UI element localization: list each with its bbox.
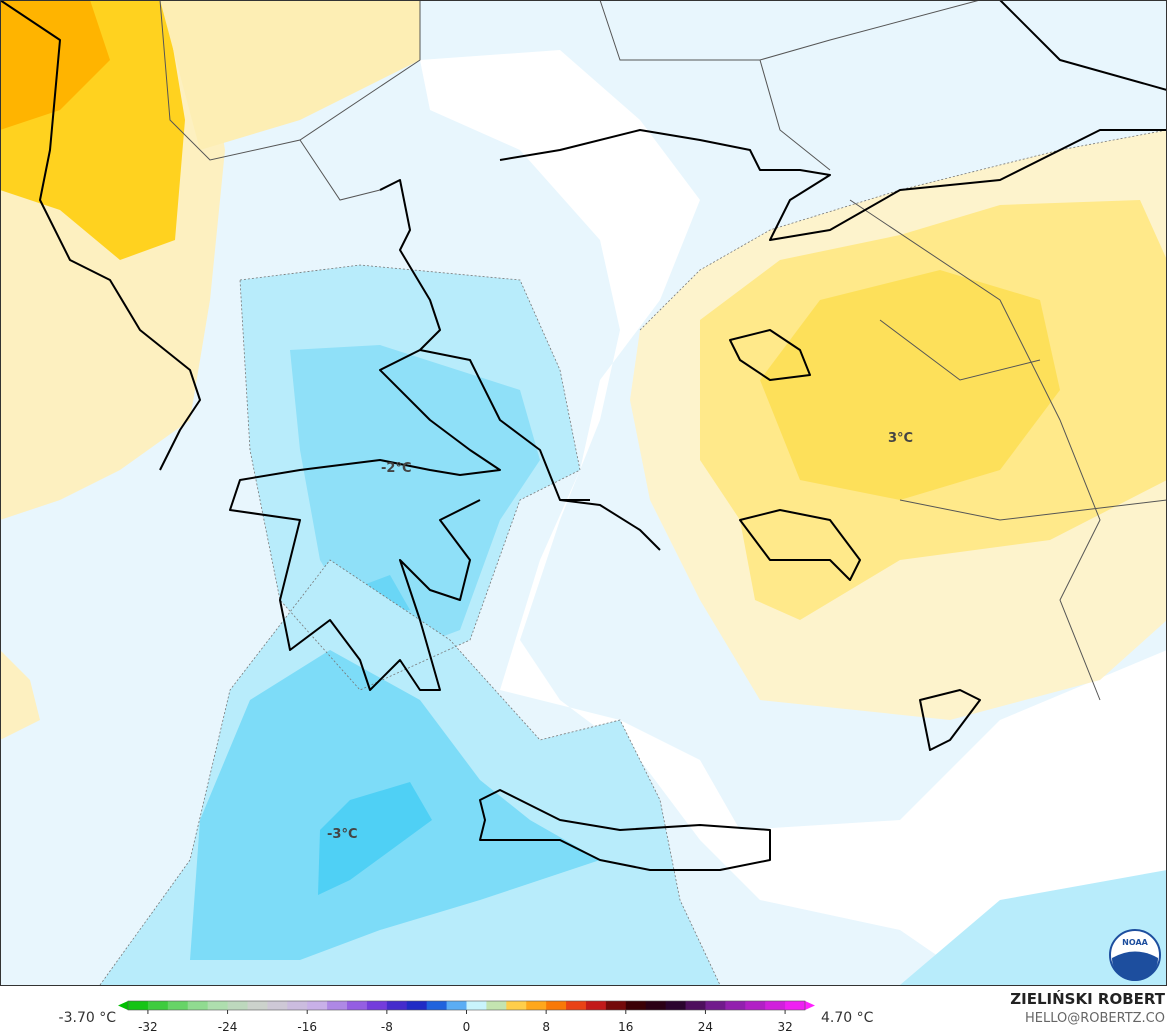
- field-west-yellow-low: [0, 650, 40, 740]
- colorbar-swatch: [685, 1001, 706, 1010]
- colorbar-swatch: [128, 1001, 149, 1010]
- field-yellow-strong: [760, 270, 1060, 500]
- contour-line: [639, 129, 1167, 331]
- colorbar-swatch: [406, 1001, 428, 1010]
- colorbar-swatch: [167, 1001, 189, 1010]
- colorbar-swatch: [207, 1001, 229, 1010]
- field-south-cyan-deep: [318, 782, 432, 895]
- colorbar-swatch: [267, 1001, 288, 1010]
- contour-line: [99, 559, 721, 986]
- colorbar-min-arrow: [118, 1001, 128, 1010]
- colorbar-swatch: [386, 1001, 408, 1010]
- colorbar-swatch: [506, 1001, 527, 1010]
- contour-label: -2°C: [381, 461, 411, 476]
- colorbar-swatch: [287, 1001, 308, 1010]
- credit-author: ZIELIŃSKI ROBERT: [1010, 989, 1165, 1008]
- colorbar-swatch: [765, 1001, 786, 1010]
- contour-label: -3°C: [327, 827, 357, 842]
- colorbar-tick-label: 24: [698, 1020, 713, 1034]
- coastline: [479, 789, 771, 871]
- colorbar-swatch: [327, 1001, 348, 1010]
- colorbar-swatch: [426, 1001, 448, 1010]
- colorbar-swatch: [307, 1001, 328, 1010]
- colorbar-tick-label: 16: [618, 1020, 633, 1034]
- colorbar-swatch: [486, 1001, 507, 1010]
- colorbar-tick-label: -16: [297, 1020, 317, 1034]
- colorbar-swatch: [227, 1001, 248, 1010]
- coastline: [499, 0, 1167, 241]
- colorbar-swatch: [785, 1001, 806, 1010]
- colorbar-swatch: [705, 1001, 726, 1010]
- colorbar-max-label: 4.70 °C: [821, 1010, 874, 1026]
- colorbar-tick-label: 8: [542, 1020, 550, 1034]
- colorbar-tick-label: 32: [777, 1020, 792, 1034]
- colorbar-swatch: [585, 1001, 607, 1010]
- field-white: [420, 50, 1167, 985]
- noaa-logo: NOAA: [1109, 929, 1161, 981]
- colorbar-swatch: [446, 1001, 467, 1010]
- coastline: [559, 329, 981, 751]
- colorbar-swatch: [566, 1001, 587, 1010]
- colorbar: -32 -24 -16 -8 0 8 16 24 32: [118, 1000, 815, 1034]
- map: -2°C 3°C -3°C NOAA: [0, 0, 1167, 986]
- colorbar-tick-label: 0: [463, 1020, 471, 1034]
- logo-text: NOAA: [1122, 938, 1148, 947]
- colorbar-tick-label: -8: [381, 1020, 393, 1034]
- colorbar-swatch: [645, 1001, 667, 1010]
- coastline: [229, 179, 590, 691]
- colorbar-swatch: [347, 1001, 368, 1010]
- colorbar-swatch: [147, 1001, 169, 1010]
- colorbar-swatch: [187, 1001, 209, 1010]
- colorbar-swatch: [625, 1001, 647, 1010]
- colorbar-swatch: [526, 1001, 547, 1010]
- colorbar-swatch: [247, 1001, 268, 1010]
- contour-label: 3°C: [888, 431, 913, 446]
- credit-contact: HELLO@ROBERTZ.CO: [1025, 1011, 1165, 1026]
- country-border: [159, 0, 1167, 701]
- colorbar-tick-label: -32: [138, 1020, 158, 1034]
- colorbar-swatch: [605, 1001, 627, 1010]
- field-southeast-cyan: [900, 870, 1167, 985]
- contour-line: [239, 264, 581, 691]
- colorbar-max-arrow: [805, 1001, 815, 1010]
- colorbar-swatch: [745, 1001, 766, 1010]
- coastline: [0, 0, 201, 471]
- field-orange-strong: [0, 0, 110, 130]
- colorbar-swatch: [466, 1001, 487, 1010]
- field-north-yellow: [160, 0, 420, 150]
- colorbar-tick-label: -24: [218, 1020, 238, 1034]
- colorbar-swatch: [725, 1001, 746, 1010]
- colorbar-swatch: [546, 1001, 567, 1010]
- colorbar-swatch: [366, 1001, 388, 1010]
- colorbar-min-label: -3.70 °C: [59, 1010, 117, 1026]
- colorbar-swatch: [665, 1001, 687, 1010]
